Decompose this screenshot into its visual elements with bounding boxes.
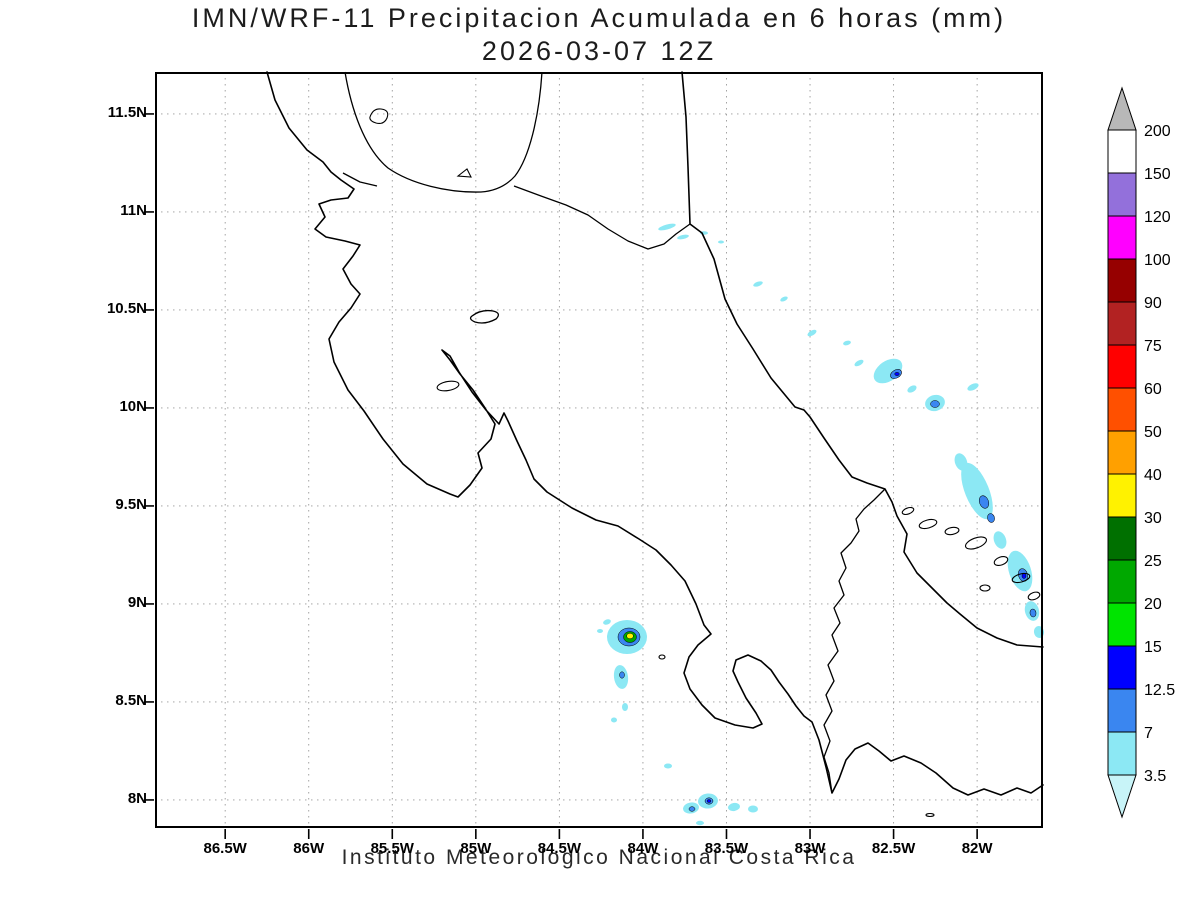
colorbar-box bbox=[1107, 430, 1137, 475]
colorbar-box bbox=[1107, 129, 1137, 174]
map-plot-area bbox=[144, 71, 1045, 839]
lon-tick-label: 85.5W bbox=[370, 840, 414, 857]
lon-tick-label: 86.5W bbox=[203, 840, 247, 857]
precipitation-shading bbox=[597, 223, 1045, 826]
lat-tick-label: 11.5N bbox=[107, 103, 147, 121]
bocas-island bbox=[901, 506, 915, 516]
lon-tick-label: 85W bbox=[460, 840, 492, 857]
pacific-coastline bbox=[266, 71, 1044, 796]
nicaragua-border-west bbox=[342, 172, 378, 187]
colorbar-box bbox=[1107, 344, 1137, 389]
lon-tick-label: 83.5W bbox=[704, 840, 749, 857]
colorbar-label: 150 bbox=[1144, 166, 1171, 183]
colorbar-svg: 200 150 120 100 90 75 60 50 40 30 25 20 15 12.5 7 3.5 bbox=[1107, 86, 1175, 819]
colorbar-legend: 200 150 120 100 90 75 60 50 40 30 25 20 15 12.5 7 3.5 bbox=[1100, 80, 1200, 830]
colorbar-label: 60 bbox=[1144, 381, 1162, 398]
colorbar-arrow-up bbox=[1107, 86, 1137, 131]
colorbar-box bbox=[1107, 301, 1137, 346]
lat-tick-label: 8N bbox=[127, 789, 147, 807]
chira-island bbox=[436, 380, 460, 392]
bocas-island bbox=[944, 526, 960, 536]
colorbar-box bbox=[1107, 645, 1137, 690]
colorbar-label: 100 bbox=[1144, 252, 1171, 269]
chart-title-line1: IMN/WRF-11 Precipitacion Acumulada en 6 … bbox=[191, 3, 1007, 33]
lat-tick-label: 11N bbox=[120, 201, 147, 219]
lat-tick-label: 10.5N bbox=[106, 299, 147, 317]
colorbar-label: 30 bbox=[1144, 510, 1162, 527]
colorbar-label: 200 bbox=[1144, 123, 1171, 140]
colorbar-label: 50 bbox=[1144, 424, 1162, 441]
lon-tick-label: 84W bbox=[627, 840, 659, 857]
colorbar-label: 12.5 bbox=[1144, 682, 1175, 699]
solentiname-islands bbox=[456, 168, 472, 178]
lon-tick-label: 86W bbox=[293, 840, 325, 857]
colorbar-box bbox=[1107, 688, 1137, 733]
chart-title-line2: 2026-03-07 12Z bbox=[481, 36, 717, 66]
bocas-island bbox=[979, 584, 991, 592]
pacific-islet bbox=[925, 812, 935, 818]
colorbar-box bbox=[1107, 215, 1137, 260]
lon-tick-label: 82W bbox=[961, 840, 993, 857]
colorbar-box bbox=[1107, 172, 1137, 217]
lake-nicaragua bbox=[344, 71, 543, 193]
colorbar-box bbox=[1107, 602, 1137, 647]
colorbar-label: 90 bbox=[1144, 295, 1162, 312]
colorbar-box bbox=[1107, 473, 1137, 518]
colorbar-arrow-down bbox=[1107, 774, 1137, 819]
coastline-layer bbox=[266, 71, 1044, 818]
costa-rica-map bbox=[144, 71, 1045, 839]
bocas-island bbox=[918, 518, 938, 530]
bocas-island bbox=[964, 536, 988, 550]
bocas-island bbox=[993, 555, 1009, 567]
lake-arenal bbox=[469, 309, 500, 324]
colorbar-box bbox=[1107, 559, 1137, 604]
colorbar-box bbox=[1107, 387, 1137, 432]
colorbar-box bbox=[1107, 731, 1137, 776]
colorbar-label: 20 bbox=[1144, 596, 1162, 613]
colorbar-label: 120 bbox=[1144, 209, 1171, 226]
lon-tick-label: 82.5W bbox=[871, 840, 916, 857]
colorbar-box bbox=[1107, 258, 1137, 303]
lon-tick-label: 84.5W bbox=[537, 840, 582, 857]
nicaragua-border-sanjuan bbox=[513, 185, 691, 250]
colorbar-label: 25 bbox=[1144, 553, 1162, 570]
bocas-island bbox=[1011, 572, 1031, 584]
colorbar-label: 3.5 bbox=[1144, 768, 1166, 785]
lat-tick-label: 9N bbox=[127, 593, 147, 611]
cano-island bbox=[658, 654, 666, 660]
caribbean-coastline bbox=[681, 71, 1044, 648]
lat-tick-label: 9.5N bbox=[115, 495, 147, 513]
colorbar-box bbox=[1107, 516, 1137, 561]
colorbar-label: 7 bbox=[1144, 725, 1153, 742]
colorbar-label: 75 bbox=[1144, 338, 1162, 355]
colorbar-label: 40 bbox=[1144, 467, 1162, 484]
lat-tick-label: 8.5N bbox=[115, 691, 147, 709]
colorbar-label: 15 bbox=[1144, 639, 1162, 656]
lat-tick-label: 10N bbox=[119, 397, 147, 415]
gridlines bbox=[155, 72, 1043, 828]
map-frame bbox=[155, 72, 1043, 828]
chart-title: IMN/WRF-11 Precipitacion Acumulada en 6 … bbox=[155, 2, 1043, 68]
ometepe-island bbox=[369, 108, 389, 124]
footer-text: Instituto Meteorologico Nacional Costa R… bbox=[341, 846, 857, 869]
bocas-island bbox=[1027, 591, 1041, 601]
axis-ticks bbox=[144, 113, 978, 839]
lon-tick-label: 83W bbox=[794, 840, 826, 857]
panama-border bbox=[823, 488, 886, 794]
